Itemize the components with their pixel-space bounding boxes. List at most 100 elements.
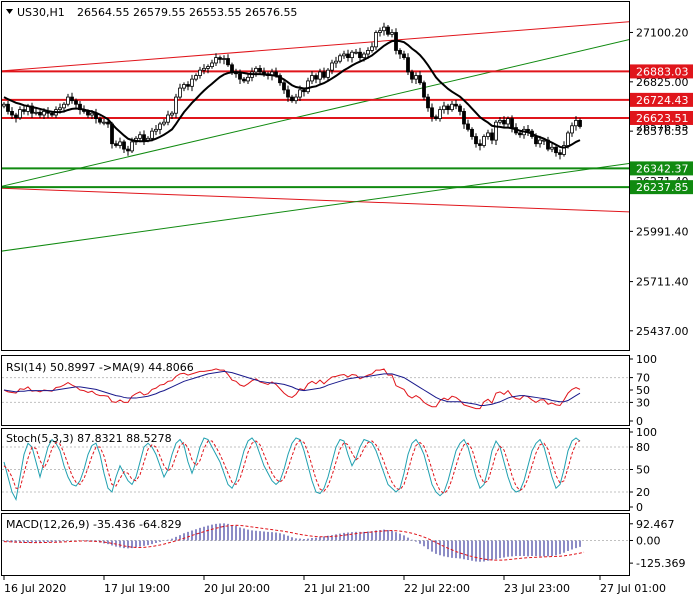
level-label-box-2 xyxy=(630,92,693,107)
trendline-1 xyxy=(2,21,629,72)
candle-body xyxy=(14,114,18,119)
level-label-box-4 xyxy=(630,161,693,176)
rsi-clip-group xyxy=(2,368,629,410)
main-clip-group xyxy=(2,21,629,252)
candle-body xyxy=(366,50,370,55)
candle-body xyxy=(118,141,122,146)
candle-body xyxy=(222,58,226,60)
rsi-panel-frame xyxy=(1,355,630,426)
stoch-label: Stoch(5,3,3) 87.8321 88.5278 xyxy=(6,432,172,445)
candle-body xyxy=(410,71,414,80)
candle-body xyxy=(186,84,190,87)
candle-body xyxy=(154,128,158,132)
candle-body xyxy=(258,67,262,73)
stoch-tick-label: 100 xyxy=(636,426,657,439)
candle-body xyxy=(442,105,446,111)
horizontal-levels xyxy=(2,70,629,189)
candle-body xyxy=(98,118,102,123)
candle-body xyxy=(318,71,322,80)
time-label: 23 Jul 23:00 xyxy=(504,582,570,595)
candle-body xyxy=(126,148,130,152)
candle-body xyxy=(314,75,318,80)
candle-body xyxy=(198,69,202,76)
candle-body xyxy=(114,143,118,146)
stoch-clip-group xyxy=(2,437,629,502)
candle-body xyxy=(238,73,242,80)
candle-body xyxy=(334,60,338,64)
candle-body xyxy=(478,143,482,146)
candle-body xyxy=(498,119,502,123)
trendline-3 xyxy=(2,39,629,187)
macd-signal-line xyxy=(3,524,585,561)
stoch-tick-label: 20 xyxy=(636,486,650,499)
candle-body xyxy=(294,96,298,102)
candle-body xyxy=(138,134,142,139)
level-label-3: 26623.51 xyxy=(636,112,689,125)
symbol-dropdown-icon[interactable] xyxy=(6,9,13,14)
candle-body xyxy=(242,78,246,82)
ohlc-header: 26564.55 26579.55 26553.55 26576.55 xyxy=(77,6,297,19)
candle-body xyxy=(578,119,582,127)
candle-body xyxy=(342,53,346,57)
price-tick-label: 25437.00 xyxy=(636,325,689,338)
candle-body xyxy=(414,75,418,80)
candle-body xyxy=(290,96,294,102)
candle-body xyxy=(282,82,286,91)
stoch-d-line xyxy=(3,439,581,495)
candle-body xyxy=(570,125,574,134)
candle-body xyxy=(474,136,478,145)
macd-clip-group xyxy=(2,523,629,562)
candle-body xyxy=(162,121,166,125)
candle-body xyxy=(566,132,570,146)
candle-body xyxy=(466,123,470,130)
stoch-k-line xyxy=(3,437,581,502)
candle-body xyxy=(306,80,310,93)
candle-body xyxy=(22,109,26,112)
candle-body xyxy=(18,109,22,119)
time-label: 22 Jul 22:00 xyxy=(404,582,470,595)
level-labels: 26883.03 26724.43 26623.51 26342.37 26237.85 xyxy=(630,64,693,195)
candle-body xyxy=(90,112,94,116)
candle-body xyxy=(462,111,466,125)
candle-body xyxy=(446,105,450,111)
level-label-1: 26883.03 xyxy=(636,65,689,78)
candle-body xyxy=(110,123,114,145)
candle-body xyxy=(206,66,210,69)
candle-body xyxy=(210,62,214,67)
candle-body xyxy=(518,132,522,136)
stoch-tick-label: 50 xyxy=(636,464,650,477)
candle-body xyxy=(86,111,90,116)
candle-body xyxy=(142,134,146,141)
candle-body xyxy=(482,136,486,146)
candle-body xyxy=(62,103,66,109)
candle-body xyxy=(6,103,10,112)
time-label: 17 Jul 19:00 xyxy=(104,582,170,595)
candle-body xyxy=(214,57,218,64)
candle-body xyxy=(526,128,530,132)
price-tick-label: 26825.00 xyxy=(636,76,689,89)
rsi-tick-label: 100 xyxy=(636,353,657,366)
level-label-2: 26724.43 xyxy=(636,94,689,107)
candle-body xyxy=(346,53,350,59)
rsi-tick-label: 70 xyxy=(636,372,650,385)
candle-body xyxy=(506,118,510,125)
rsi-ma-line xyxy=(3,370,581,406)
candle-body xyxy=(58,107,62,111)
candle-body xyxy=(74,100,78,105)
candle-body xyxy=(302,89,306,93)
candle-body xyxy=(166,114,170,123)
candle-body xyxy=(370,46,374,51)
candle-body xyxy=(102,121,106,124)
macd-tick-label: -125.369 xyxy=(636,557,685,570)
candle-body xyxy=(554,146,558,154)
candle-body xyxy=(406,57,410,73)
price-axis: 27100.20 26825.00 26576.55 25991.40 25711.40… xyxy=(629,26,689,338)
macd-tick-label: 0.00 xyxy=(636,534,661,547)
candle-body xyxy=(178,87,182,98)
rsi-line xyxy=(3,368,581,410)
candle-body xyxy=(558,152,562,155)
time-label: 20 Jul 20:00 xyxy=(204,582,270,595)
time-label: 21 Jul 21:00 xyxy=(304,582,370,595)
rsi-tick-label: 50 xyxy=(636,384,650,397)
